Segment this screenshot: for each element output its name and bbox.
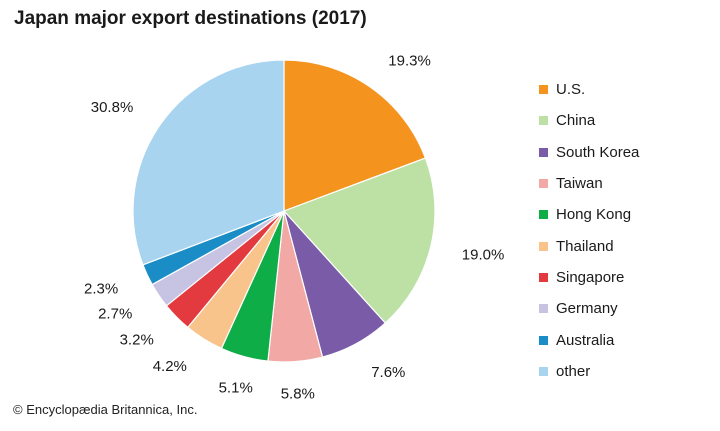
legend-swatch bbox=[539, 147, 548, 157]
legend-swatch bbox=[539, 210, 548, 220]
pie-slice-u-s bbox=[283, 59, 427, 212]
legend-swatch bbox=[539, 85, 548, 95]
legend-item-thailand: Thailand bbox=[539, 230, 639, 261]
chart-legend: U.S. China South Korea Taiwan Hong Kong Thail… bbox=[539, 74, 639, 387]
legend-item-u-s: U.S. bbox=[539, 74, 639, 105]
legend-label: Thailand bbox=[556, 237, 614, 255]
legend-label: Australia bbox=[556, 331, 615, 349]
legend-label: Hong Kong bbox=[556, 206, 632, 224]
legend-swatch bbox=[539, 179, 548, 189]
legend-label: China bbox=[556, 112, 596, 130]
legend-label: South Korea bbox=[556, 143, 640, 161]
slice-label-singapore: 3.2% bbox=[120, 332, 154, 349]
slice-label-china: 19.0% bbox=[462, 246, 505, 263]
legend-item-south-korea: South Korea bbox=[539, 137, 639, 168]
chart-title: Japan major export destinations (2017) bbox=[14, 8, 367, 29]
legend-swatch bbox=[539, 116, 548, 126]
legend-label: other bbox=[556, 362, 591, 380]
slice-label-other: 30.8% bbox=[91, 99, 134, 116]
slice-label-taiwan: 5.8% bbox=[281, 386, 315, 403]
legend-item-hong-kong: Hong Kong bbox=[539, 199, 639, 230]
legend-label: Germany bbox=[556, 300, 618, 318]
legend-item-other: other bbox=[539, 356, 639, 387]
slice-label-germany: 2.7% bbox=[98, 305, 132, 322]
legend-item-singapore: Singapore bbox=[539, 262, 639, 293]
legend-label: Singapore bbox=[556, 268, 625, 286]
copyright-credit: © Encyclopædia Britannica, Inc. bbox=[13, 402, 198, 417]
legend-swatch bbox=[539, 272, 548, 282]
slice-label-u-s: 19.3% bbox=[388, 53, 431, 70]
slice-label-south-korea: 7.6% bbox=[371, 364, 405, 381]
slice-label-thailand: 4.2% bbox=[153, 358, 187, 375]
pie-slice-china bbox=[282, 157, 436, 324]
legend-item-taiwan: Taiwan bbox=[539, 168, 639, 199]
legend-item-australia: Australia bbox=[539, 324, 639, 355]
legend-item-germany: Germany bbox=[539, 293, 639, 324]
pie-slice-other bbox=[132, 59, 285, 266]
legend-swatch bbox=[539, 335, 548, 345]
legend-swatch bbox=[539, 366, 548, 376]
legend-swatch bbox=[539, 241, 548, 251]
slice-label-australia: 2.3% bbox=[84, 280, 118, 297]
legend-item-china: China bbox=[539, 105, 639, 136]
slice-label-hong-kong: 5.1% bbox=[219, 380, 253, 397]
legend-label: Taiwan bbox=[556, 175, 603, 193]
legend-label: U.S. bbox=[556, 81, 586, 99]
legend-swatch bbox=[539, 304, 548, 314]
